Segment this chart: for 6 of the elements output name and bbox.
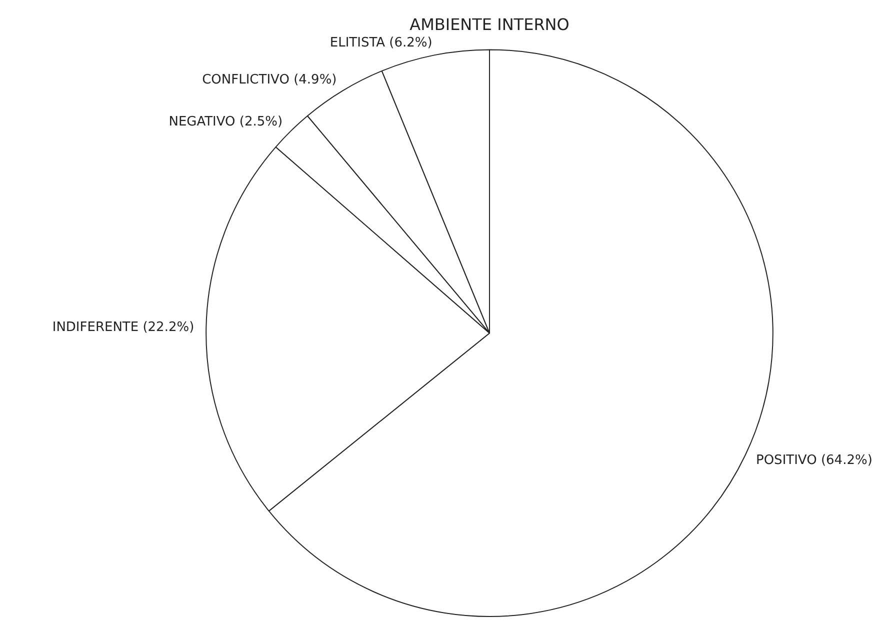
chart-title: AMBIENTE INTERNO [410, 14, 570, 34]
slice-label: ELITISTA (6.2%) [330, 36, 432, 51]
slice-label: POSITIVO (64.2%) [756, 452, 872, 468]
slice-label: INDIFERENTE (22.2%) [52, 320, 194, 335]
slice-label: NEGATIVO (2.5%) [168, 114, 283, 130]
slice-label: CONFLICTIVO (4.9%) [202, 72, 337, 88]
